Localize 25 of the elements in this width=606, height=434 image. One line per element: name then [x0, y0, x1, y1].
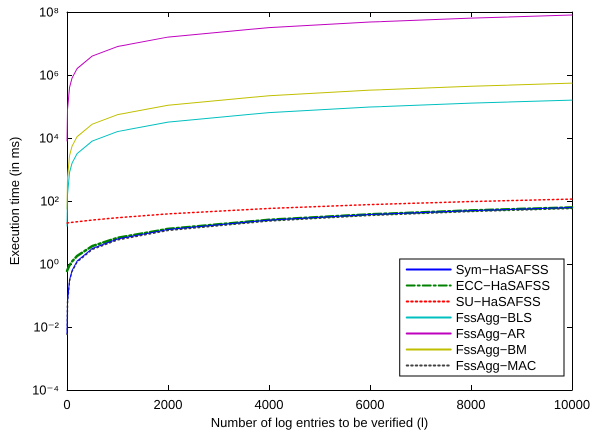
y-tick-label: 10⁰ [39, 256, 59, 272]
legend-label: SU−HaSAFSS [456, 294, 541, 309]
x-tick-label: 6000 [356, 397, 384, 412]
y-tick-label: 10⁻² [33, 320, 60, 334]
y-axis-title: Execution time (in ms) [7, 136, 22, 266]
x-tick-label: 10000 [554, 397, 590, 412]
y-tick-label: 10⁶ [39, 68, 59, 82]
line-series [66, 82, 572, 210]
x-tick-label: 4000 [254, 397, 284, 412]
y-tick-label: 10⁸ [39, 4, 59, 20]
y-tick-label: 10⁻⁴ [32, 382, 59, 398]
x-tick-label: 0 [63, 397, 71, 412]
legend-label: FssAgg−MAC [456, 358, 536, 373]
line-series [66, 100, 572, 227]
y-tick-label: 10⁴ [38, 130, 59, 146]
legend-label: Sym−HaSAFSS [456, 262, 549, 277]
x-axis-title: Number of log entries to be verified (l) [210, 414, 428, 430]
legend-label: ECC−HaSAFSS [456, 278, 550, 293]
y-tick-label: 10² [40, 194, 60, 208]
x-tick-label: 8000 [456, 397, 486, 412]
x-tick-label: 2000 [154, 397, 182, 412]
legend-label: FssAgg−AR [456, 326, 526, 341]
legend-label: FssAgg−BLS [456, 310, 532, 325]
legend-label: FssAgg−BM [456, 342, 527, 357]
line-series [66, 14, 572, 142]
